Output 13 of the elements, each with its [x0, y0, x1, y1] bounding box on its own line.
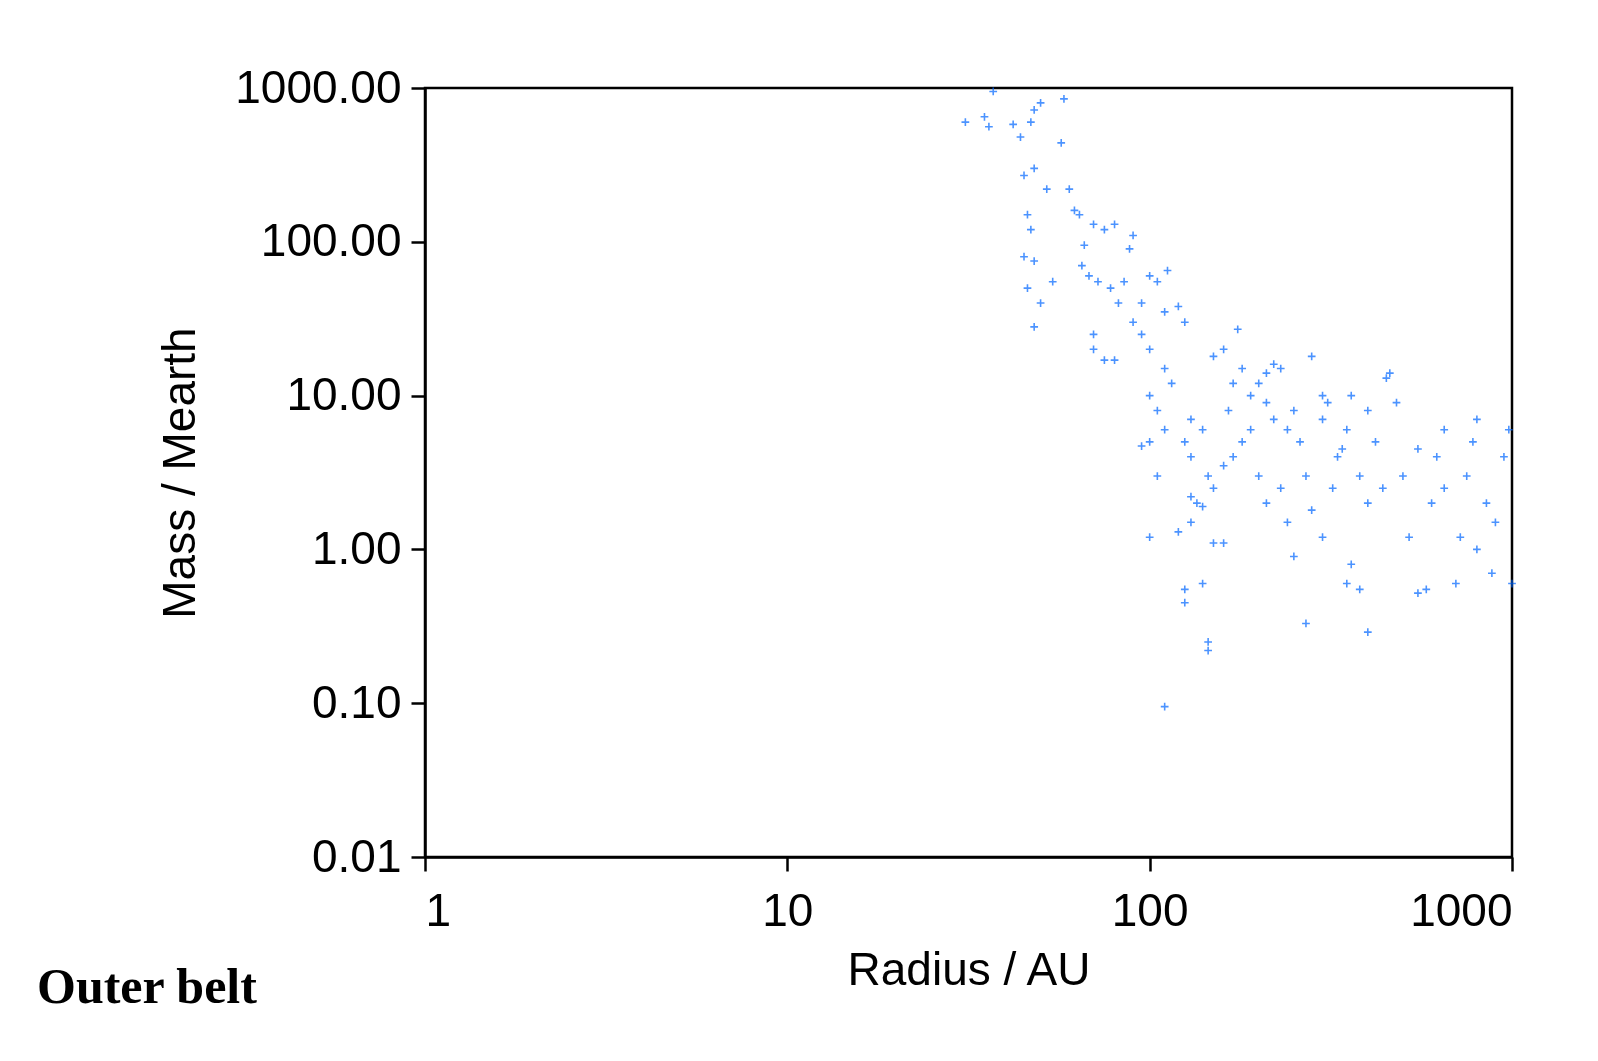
y-tick-label: 10.00	[286, 368, 402, 421]
y-tick-label: 0.01	[311, 829, 402, 882]
y-tick-label: 1000.00	[235, 60, 402, 113]
x-tick-label: 10	[762, 883, 814, 936]
y-tick-label: 1.00	[311, 521, 402, 574]
y-axis-title: Mass / Mearth	[153, 327, 206, 619]
x-tick-label: 1	[425, 883, 452, 936]
x-axis-title: Radius / AU	[847, 942, 1091, 995]
y-tick-label: 100.00	[260, 214, 402, 267]
y-tick-label: 0.10	[311, 675, 402, 728]
x-tick-label: 100	[1111, 883, 1189, 936]
x-tick-label: 1000	[1410, 883, 1513, 936]
text: Outer belt	[37, 958, 258, 1014]
